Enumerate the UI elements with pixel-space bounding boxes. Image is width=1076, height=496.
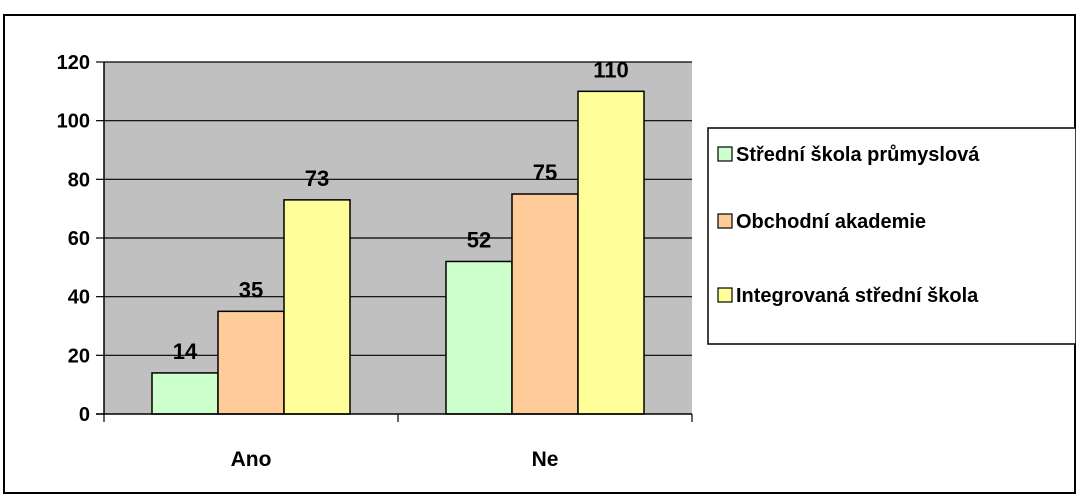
data-label: 110	[593, 57, 629, 82]
y-tick-label: 60	[68, 228, 90, 250]
y-tick-label: 120	[57, 52, 90, 74]
data-label: 14	[173, 339, 198, 364]
data-labels: 14 35 73 52 75 110	[173, 57, 629, 364]
bar	[283, 199, 351, 415]
y-tick-labels: 0 20 40 60 80 100 120	[57, 52, 90, 426]
y-tick-label: 100	[57, 111, 90, 133]
y-tick-label: 20	[68, 345, 90, 367]
y-tick-label: 80	[68, 169, 90, 191]
data-label: 73	[305, 166, 329, 191]
legend-swatch	[717, 146, 733, 162]
y-tick-label: 40	[68, 287, 90, 309]
bar	[577, 90, 645, 415]
data-label: 75	[533, 160, 557, 185]
bar	[217, 310, 285, 415]
legend-swatch	[717, 213, 733, 229]
axes	[96, 61, 693, 422]
bar	[151, 372, 219, 415]
x-tick-label: Ne	[532, 448, 559, 471]
legend-label: Obchodní akademie	[736, 211, 926, 233]
legend-swatch	[717, 287, 733, 303]
data-label: 35	[239, 277, 263, 302]
legend-label: Integrovaná střední škola	[736, 285, 979, 307]
legend: Střední škola průmyslová Obchodní akademi…	[707, 127, 1076, 345]
x-tick-labels: Ano Ne	[231, 448, 559, 471]
bar	[511, 193, 579, 415]
legend-box	[707, 127, 1076, 345]
x-tick-label: Ano	[231, 448, 272, 471]
bar	[445, 260, 513, 415]
y-tick-label: 0	[79, 404, 90, 426]
legend-label: Střední škola průmyslová	[736, 144, 980, 166]
bars	[151, 90, 645, 415]
data-label: 52	[467, 227, 491, 252]
